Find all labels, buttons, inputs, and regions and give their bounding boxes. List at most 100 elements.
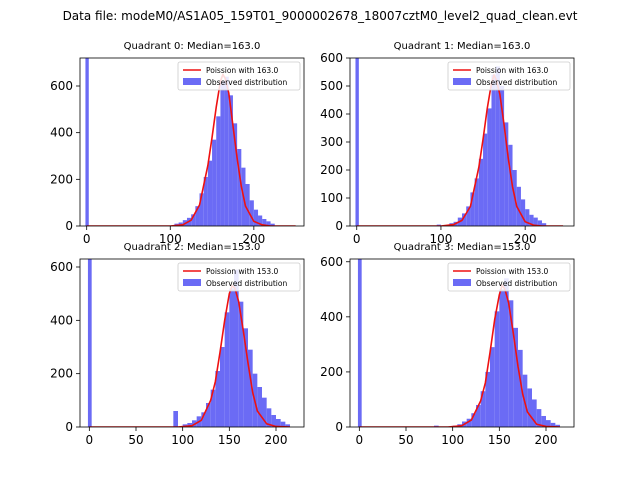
histogram-bar <box>210 389 216 427</box>
x-tick-label: 200 <box>242 232 265 246</box>
quadrant-1-legend: Poission with 163.0 Observed distribution <box>447 61 571 91</box>
y-tick-label: 400 <box>50 313 73 327</box>
histogram-bar <box>504 122 509 226</box>
x-tick-label: 150 <box>488 433 511 447</box>
y-tick-label: 600 <box>320 255 343 269</box>
y-tick-label: 600 <box>50 260 73 274</box>
legend-observed-swatch <box>183 78 201 85</box>
y-tick-label: 400 <box>50 126 73 140</box>
x-tick-label: 100 <box>159 232 182 246</box>
legend-model-label: Poission with 163.0 <box>476 66 549 75</box>
y-tick-label: 0 <box>65 420 73 434</box>
histogram-bar <box>516 186 521 226</box>
histogram-bar-zero <box>85 58 89 226</box>
histogram-bar <box>466 418 472 427</box>
legend-model-label: Poission with 153.0 <box>206 267 279 276</box>
histogram-bar-zero <box>357 259 362 427</box>
quadrant-2-axes-frame <box>79 258 305 428</box>
histogram-bar <box>462 213 467 226</box>
legend-observed-label: Observed distribution <box>206 279 287 288</box>
y-tick-label: 600 <box>320 51 343 65</box>
x-tick-label: 150 <box>218 433 241 447</box>
histogram-bar <box>499 289 504 427</box>
histogram-bar <box>546 420 551 427</box>
quadrant-3-chart: 0 50 100 150 200 0 200 400 600 Quadrant 3: Median… <box>320 242 575 447</box>
histogram-bar <box>476 404 481 427</box>
histogram-bar <box>491 74 496 226</box>
histogram-bar <box>215 371 220 427</box>
quadrant-2-chart: 0 50 100 150 200 0 200 400 600 Quadrant 2: Median… <box>50 242 305 447</box>
quadrant-2-title: Quadrant 2: Median=153.0 <box>124 242 261 253</box>
histogram-bar <box>191 214 196 226</box>
y-tick-label: 0 <box>335 219 343 233</box>
quadrant-1-plot-area <box>355 58 564 226</box>
quadrant-3-plot-area <box>357 259 561 427</box>
quadrant-2-legend: Poission with 153.0 Observed distribution <box>177 262 301 292</box>
histogram-bar <box>229 288 234 427</box>
x-tick-label: 50 <box>398 433 413 447</box>
histogram-bar <box>262 397 267 427</box>
quadrant-0-axes-frame <box>79 57 305 227</box>
quadrant-0-title: Quadrant 0: Median=163.0 <box>124 41 261 52</box>
x-tick-label: 100 <box>171 433 194 447</box>
y-tick-label: 200 <box>320 365 343 379</box>
histogram-bar <box>483 133 488 226</box>
legend-observed-swatch <box>453 279 471 286</box>
quadrant-0-plot-area <box>85 58 296 226</box>
legend-observed-label: Observed distribution <box>206 78 287 87</box>
x-tick-label: 0 <box>83 232 91 246</box>
histogram-bar <box>257 387 262 427</box>
legend-observed-swatch <box>453 78 471 85</box>
histogram-bar <box>478 158 484 226</box>
histogram-bar <box>536 409 542 427</box>
histogram-bar <box>270 223 275 226</box>
histogram-bar <box>495 66 500 226</box>
y-tick-label: 200 <box>320 163 343 177</box>
legend-box <box>447 262 571 292</box>
y-tick-label: 0 <box>335 420 343 434</box>
x-tick-label: 50 <box>128 433 143 447</box>
histogram-bar <box>199 193 204 226</box>
histogram-bar <box>249 200 254 226</box>
y-tick-label: 400 <box>320 310 343 324</box>
histogram-bar <box>532 399 537 427</box>
legend-observed-swatch <box>183 279 201 286</box>
histogram-bar <box>266 408 272 427</box>
histogram-bar <box>537 220 542 226</box>
histogram-bar <box>238 301 244 427</box>
histogram-bar-zero <box>87 259 92 427</box>
figure-suptitle: Data file: modeM0/AS1A05_159T01_90000026… <box>63 9 578 23</box>
quadrant-3-legend: Poission with 153.0 Observed distribution <box>447 262 571 292</box>
histogram-bar <box>237 149 242 226</box>
quadrant-1-title: Quadrant 1: Median=163.0 <box>394 41 531 52</box>
x-tick-label: 0 <box>356 433 364 447</box>
histogram-bar <box>280 421 286 427</box>
histogram-bar <box>499 86 505 226</box>
histogram-bar <box>508 144 513 226</box>
legend-observed-label: Observed distribution <box>476 78 557 87</box>
histogram-bar <box>203 177 208 226</box>
histogram-bar <box>471 413 476 427</box>
histogram-bar <box>474 178 479 226</box>
histogram-bar <box>224 76 229 226</box>
quadrant-1-chart: 0 100 200 0 100 200 300 400 500 600 Quadrant 1: Me… <box>320 41 575 246</box>
histogram-bar <box>508 300 514 427</box>
y-tick-label: 100 <box>320 191 343 205</box>
histogram-bar <box>220 81 225 226</box>
histogram-bar <box>542 223 547 226</box>
y-tick-label: 300 <box>320 135 343 149</box>
legend-box <box>447 61 571 91</box>
histogram-bar <box>243 328 248 427</box>
histogram-bar <box>533 217 538 226</box>
histogram-bar <box>513 327 518 427</box>
histogram-bar <box>490 347 495 427</box>
histogram-bar <box>262 219 267 226</box>
histogram-bar <box>485 371 490 427</box>
legend-observed-label: Observed distribution <box>476 279 557 288</box>
histogram-bar <box>504 278 509 427</box>
quadrant-0-chart: 0 100 200 0 200 400 600 Quadrant 0: Median=163.… <box>50 41 305 246</box>
y-tick-label: 400 <box>320 107 343 121</box>
histogram-bar <box>487 108 492 226</box>
histogram-bar <box>271 415 276 427</box>
histogram-bar <box>550 422 556 427</box>
